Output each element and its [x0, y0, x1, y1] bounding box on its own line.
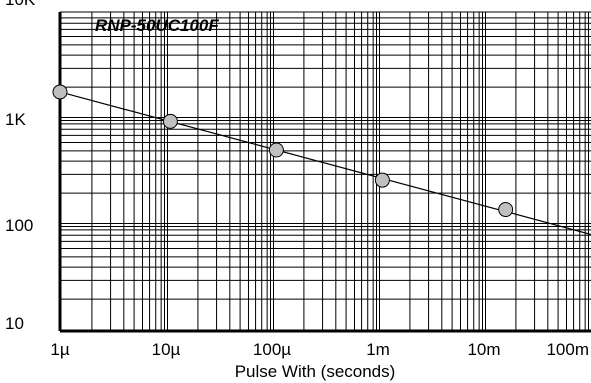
y-tick-label: 10: [5, 314, 24, 333]
x-tick-label: 100m: [546, 340, 589, 359]
x-tick-label: 1m: [366, 340, 390, 359]
data-point: [268, 142, 284, 158]
series-line: [59, 91, 591, 236]
y-tick-label: 100: [5, 216, 33, 235]
chart-title: RNP-50UC100F: [95, 16, 219, 35]
data-point: [162, 113, 178, 129]
chart-grid: [60, 12, 591, 331]
y-tick-label: 1K: [5, 110, 26, 129]
data-point: [498, 202, 514, 218]
x-tick-label: 100µ: [253, 340, 291, 359]
data-point: [52, 84, 68, 100]
x-tick-label: 10m: [467, 340, 500, 359]
chart-tick-labels: 1µ 10µ 100µ 1m 10m 100m 10 100 1K 10K: [5, 0, 589, 359]
data-point: [374, 172, 390, 188]
chart-series: [52, 84, 591, 236]
y-tick-label: 10K: [5, 0, 36, 9]
x-axis-label: Pulse With (seconds): [235, 362, 396, 381]
x-tick-label: 1µ: [50, 340, 69, 359]
x-tick-label: 10µ: [152, 340, 181, 359]
chart-axes: [58, 11, 591, 333]
